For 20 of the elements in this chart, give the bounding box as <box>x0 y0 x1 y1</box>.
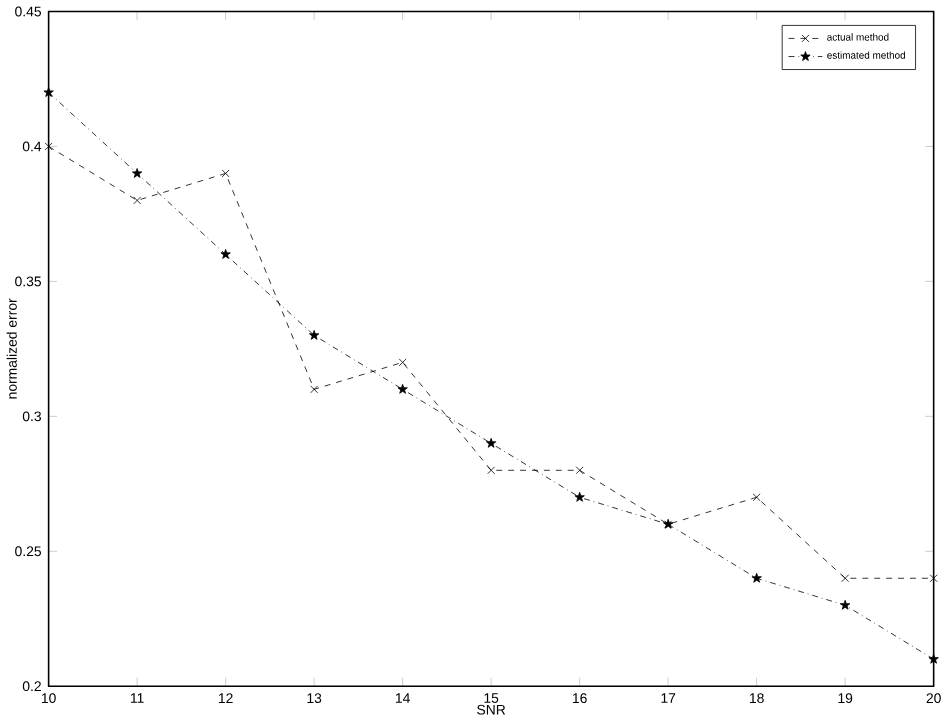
point <box>486 438 497 449</box>
point <box>487 466 496 475</box>
point <box>398 358 407 367</box>
point <box>44 142 53 151</box>
point <box>928 654 939 664</box>
point <box>840 600 851 611</box>
point <box>133 196 142 205</box>
point <box>221 169 230 178</box>
point <box>309 330 320 341</box>
point <box>575 466 584 475</box>
point <box>132 168 143 179</box>
point <box>751 573 762 584</box>
point <box>310 385 319 394</box>
point <box>43 87 54 98</box>
point <box>752 493 761 502</box>
point <box>574 492 585 503</box>
point <box>841 574 850 583</box>
point <box>397 384 408 395</box>
point <box>929 574 938 583</box>
point <box>220 249 231 260</box>
